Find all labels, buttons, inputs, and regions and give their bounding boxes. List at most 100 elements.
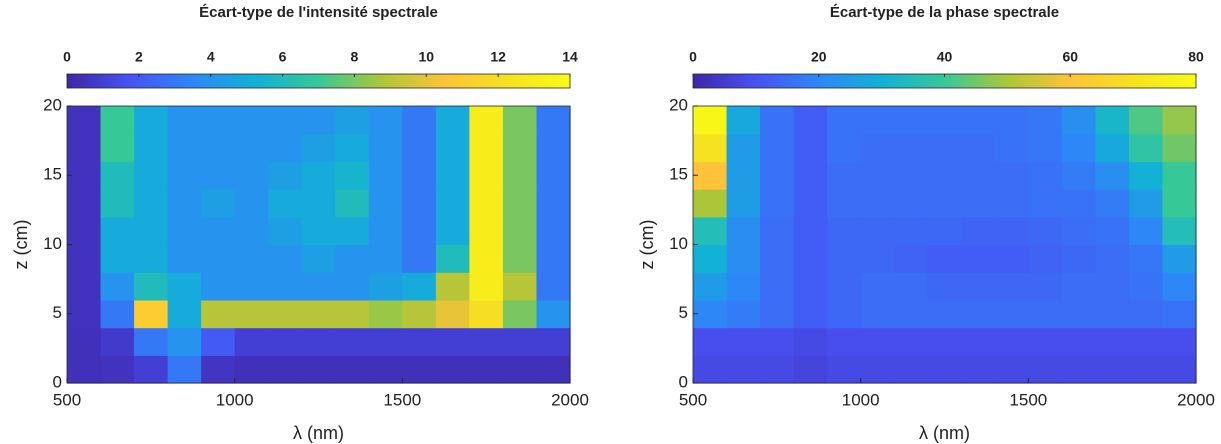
heatmap-cell — [134, 106, 169, 135]
heatmap-cell — [693, 161, 728, 190]
colorbar-tick-label: 6 — [279, 49, 287, 65]
heatmap-cell — [234, 161, 269, 190]
heatmap-cell — [435, 244, 470, 273]
heatmap-cell — [961, 327, 996, 356]
colorbar-tick-label: 0 — [63, 49, 71, 65]
heatmap-cell — [693, 327, 728, 356]
heatmap-cell — [1028, 133, 1063, 162]
heatmap-cell — [760, 189, 795, 218]
heatmap-cell — [201, 161, 236, 190]
x-tick-label: 1000 — [216, 390, 254, 409]
heatmap-cell — [100, 244, 135, 273]
heatmap-cell — [335, 106, 370, 135]
heatmap-cell — [301, 272, 336, 301]
heatmap-cell — [435, 299, 470, 329]
heatmap-cell — [536, 106, 571, 135]
heatmap-cell — [793, 216, 828, 246]
heatmap-cell — [167, 133, 202, 162]
heatmap-cell — [469, 161, 504, 190]
heatmap-cell — [134, 355, 169, 384]
heatmap-cell — [793, 244, 828, 273]
heatmap-cell — [1028, 272, 1063, 301]
heatmap-cell — [335, 189, 370, 218]
heatmap-cell — [301, 216, 336, 246]
heatmap-cell — [961, 189, 996, 218]
heatmap-cell — [927, 272, 962, 301]
heatmap-cell — [201, 355, 236, 384]
heatmap-cell — [368, 299, 403, 329]
heatmap-cell — [167, 216, 202, 246]
heatmap-cell — [1128, 189, 1164, 218]
heatmap-cell — [1162, 161, 1197, 190]
heatmap-cell — [827, 244, 862, 273]
heatmap-cell — [368, 189, 403, 218]
heatmap-cell — [1162, 216, 1197, 246]
heatmap-cell — [268, 106, 303, 135]
heatmap-cell — [726, 133, 761, 162]
heatmap-cell — [1128, 133, 1164, 162]
heatmap-cell — [402, 106, 437, 135]
heatmap-cell — [100, 327, 135, 356]
colorbar — [66, 73, 571, 89]
heatmap-cell — [726, 355, 761, 384]
heatmap-cell — [927, 299, 962, 329]
heatmap-cell — [100, 299, 135, 329]
heatmap-cell — [894, 327, 929, 356]
heatmap-cell — [234, 189, 269, 218]
colorbar-tick-label: 0 — [689, 49, 697, 65]
heatmap-cell — [100, 355, 135, 384]
heatmap-cell — [335, 327, 370, 356]
heatmap-cell — [894, 161, 929, 190]
y-axis-label: z (cm) — [637, 220, 657, 270]
heatmap-cell — [1028, 299, 1063, 329]
heatmap-cell — [435, 133, 470, 162]
heatmap-cell — [502, 161, 538, 190]
heatmap-cell — [67, 272, 102, 301]
heatmap-cell — [860, 106, 895, 135]
heatmap-cell — [961, 272, 996, 301]
heatmap-cell — [894, 355, 929, 384]
heatmap-cell — [469, 299, 504, 329]
heatmap-cell — [134, 161, 169, 190]
heatmap-cell — [1028, 244, 1063, 273]
heatmap-cell — [1095, 106, 1130, 135]
heatmap-cell — [827, 327, 862, 356]
heatmap-cell — [1128, 327, 1164, 356]
heatmap-cell — [961, 106, 996, 135]
heatmap-cell — [726, 189, 761, 218]
heatmap-cell — [268, 161, 303, 190]
heatmap-cell — [1028, 355, 1063, 384]
heatmap-cell — [860, 355, 895, 384]
heatmap-cell — [301, 189, 336, 218]
colorbar-tick-label: 2 — [135, 49, 143, 65]
y-tick-label: 5 — [53, 303, 62, 322]
heatmap-cell — [100, 216, 135, 246]
heatmap-cell — [726, 106, 761, 135]
heatmap-cell — [793, 299, 828, 329]
heatmap-cell — [1061, 216, 1096, 246]
heatmap-cell — [726, 244, 761, 273]
heatmap-cell — [961, 161, 996, 190]
heatmap-cell — [860, 299, 895, 329]
heatmap-cell — [1095, 355, 1130, 384]
heatmap-cell — [827, 299, 862, 329]
heatmap-cell — [67, 216, 102, 246]
heatmap-cell — [502, 272, 538, 301]
heatmap-cell — [368, 161, 403, 190]
heatmap-cell — [860, 161, 895, 190]
heatmap-cell — [402, 216, 437, 246]
heatmap-cell — [368, 355, 403, 384]
y-tick-label: 0 — [53, 372, 62, 391]
heatmap-cell — [827, 216, 862, 246]
heatmap-cell — [234, 216, 269, 246]
heatmap-cell — [961, 216, 996, 246]
colorbar-tick-label: 4 — [207, 49, 215, 65]
colorbar-tick-label: 60 — [1062, 49, 1078, 65]
heatmap-cell — [100, 133, 135, 162]
heatmap-cell — [1095, 327, 1130, 356]
heatmap-cell — [167, 189, 202, 218]
heatmap-cell — [536, 216, 571, 246]
heatmap-cell — [1061, 133, 1096, 162]
x-tick-label: 2000 — [551, 390, 589, 409]
